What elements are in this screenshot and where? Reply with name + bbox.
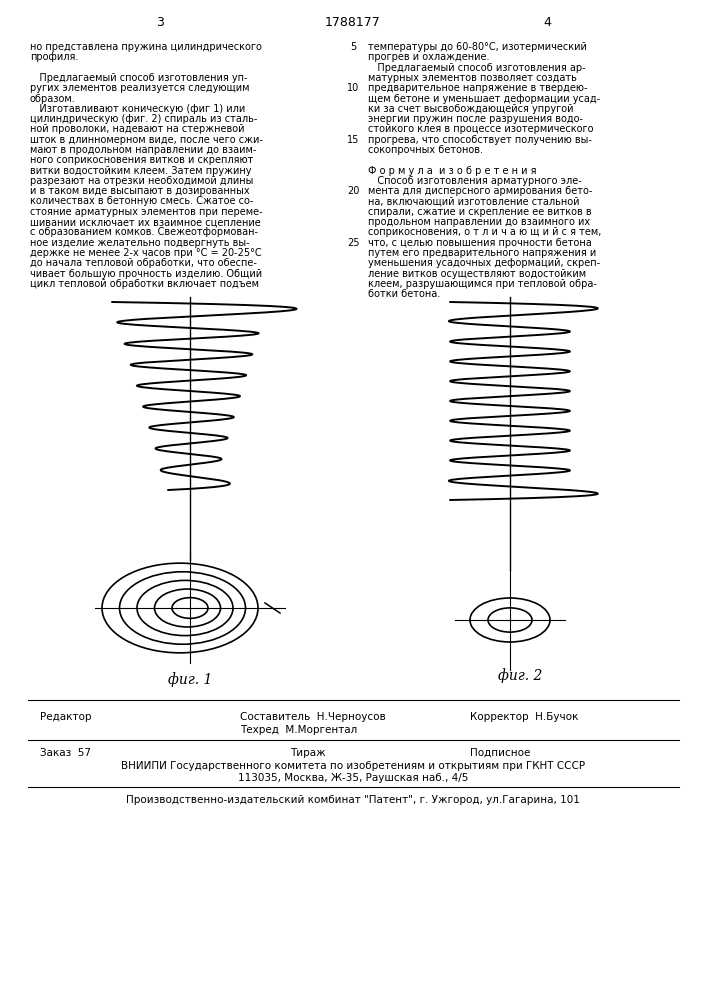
Text: 4: 4	[543, 15, 551, 28]
Text: шивании исключает их взаимное сцепление: шивании исключает их взаимное сцепление	[30, 217, 261, 227]
Text: ботки бетона.: ботки бетона.	[368, 289, 440, 299]
Text: на, включающий изготовление стальной: на, включающий изготовление стальной	[368, 196, 580, 207]
Text: температуры до 60-80°С, изотермический: температуры до 60-80°С, изотермический	[368, 42, 587, 52]
Text: щем бетоне и уменьшает деформации усад-: щем бетоне и уменьшает деформации усад-	[368, 94, 600, 104]
Text: ругих элементов реализуется следующим: ругих элементов реализуется следующим	[30, 83, 250, 93]
Text: 20: 20	[347, 186, 359, 196]
Text: Техред  М.Моргентал: Техред М.Моргентал	[240, 725, 357, 735]
Text: 113035, Москва, Ж-35, Раушская наб., 4/5: 113035, Москва, Ж-35, Раушская наб., 4/5	[238, 773, 468, 783]
Text: Составитель  Н.Черноусов: Составитель Н.Черноусов	[240, 712, 386, 722]
Text: Предлагаемый способ изготовления уп-: Предлагаемый способ изготовления уп-	[30, 73, 247, 83]
Text: фиг. 1: фиг. 1	[168, 672, 212, 687]
Text: ление витков осуществляют водостойким: ление витков осуществляют водостойким	[368, 269, 586, 279]
Text: спирали, сжатие и скрепление ее витков в: спирали, сжатие и скрепление ее витков в	[368, 207, 592, 217]
Text: стояние арматурных элементов при переме-: стояние арматурных элементов при переме-	[30, 207, 262, 217]
Text: профиля.: профиля.	[30, 52, 78, 62]
Text: путем его предварительного напряжения и: путем его предварительного напряжения и	[368, 248, 596, 258]
Text: Предлагаемый способ изготовления ар-: Предлагаемый способ изготовления ар-	[368, 63, 585, 73]
Text: стойкого клея в процессе изотермического: стойкого клея в процессе изотермического	[368, 124, 593, 134]
Text: энергии пружин после разрушения водо-: энергии пружин после разрушения водо-	[368, 114, 583, 124]
Text: но представлена пружина цилиндрического: но представлена пружина цилиндрического	[30, 42, 262, 52]
Text: Способ изготовления арматурного эле-: Способ изготовления арматурного эле-	[368, 176, 582, 186]
Text: Тираж: Тираж	[290, 748, 326, 758]
Text: матурных элементов позволяет создать: матурных элементов позволяет создать	[368, 73, 577, 83]
Text: соприкосновения, о т л и ч а ю щ и й с я тем,: соприкосновения, о т л и ч а ю щ и й с я…	[368, 227, 602, 237]
Text: сокопрочных бетонов.: сокопрочных бетонов.	[368, 145, 483, 155]
Text: продольном направлении до взаимного их: продольном направлении до взаимного их	[368, 217, 590, 227]
Text: Корректор  Н.Бучок: Корректор Н.Бучок	[470, 712, 578, 722]
Text: клеем, разрушающимся при тепловой обра-: клеем, разрушающимся при тепловой обра-	[368, 279, 597, 289]
Text: ки за счет высвобождающейся упругой: ки за счет высвобождающейся упругой	[368, 104, 573, 114]
Text: 25: 25	[346, 238, 359, 248]
Text: количествах в бетонную смесь. Сжатое со-: количествах в бетонную смесь. Сжатое со-	[30, 196, 253, 207]
Text: ВНИИПИ Государственного комитета по изобретениям и открытиям при ГКНТ СССР: ВНИИПИ Государственного комитета по изоб…	[121, 761, 585, 771]
Text: и в таком виде высыпают в дозированных: и в таком виде высыпают в дозированных	[30, 186, 250, 196]
Text: 10: 10	[347, 83, 359, 93]
Text: 1788177: 1788177	[325, 15, 381, 28]
Text: 15: 15	[347, 135, 359, 145]
Text: витки водостойким клеем. Затем пружину: витки водостойким клеем. Затем пружину	[30, 166, 252, 176]
Text: что, с целью повышения прочности бетона: что, с целью повышения прочности бетона	[368, 238, 592, 248]
Text: ное изделие желательно подвергнуть вы-: ное изделие желательно подвергнуть вы-	[30, 238, 250, 248]
Text: образом.: образом.	[30, 94, 76, 104]
Text: Изготавливают коническую (фиг 1) или: Изготавливают коническую (фиг 1) или	[30, 104, 245, 114]
Text: мают в продольном направлении до взаим-: мают в продольном направлении до взаим-	[30, 145, 257, 155]
Text: Производственно-издательский комбинат "Патент", г. Ужгород, ул.Гагарина, 101: Производственно-издательский комбинат "П…	[126, 795, 580, 805]
Text: с образованием комков. Свежеотформован-: с образованием комков. Свежеотформован-	[30, 227, 258, 237]
Text: уменьшения усадочных деформаций, скреп-: уменьшения усадочных деформаций, скреп-	[368, 258, 600, 268]
Text: прогрев и охлаждение.: прогрев и охлаждение.	[368, 52, 489, 62]
Text: разрезают на отрезки необходимой длины: разрезают на отрезки необходимой длины	[30, 176, 253, 186]
Text: 5: 5	[350, 42, 356, 52]
Text: чивает большую прочность изделию. Общий: чивает большую прочность изделию. Общий	[30, 269, 262, 279]
Text: до начала тепловой обработки, что обеспе-: до начала тепловой обработки, что обеспе…	[30, 258, 257, 268]
Text: Подписное: Подписное	[470, 748, 530, 758]
Text: мента для дисперсного армирования бето-: мента для дисперсного армирования бето-	[368, 186, 592, 196]
Text: держке не менее 2-х часов при °С = 20-25°С: держке не менее 2-х часов при °С = 20-25…	[30, 248, 262, 258]
Text: Редактор: Редактор	[40, 712, 91, 722]
Text: цикл тепловой обработки включает подъем: цикл тепловой обработки включает подъем	[30, 279, 259, 289]
Text: фиг. 2: фиг. 2	[498, 668, 542, 683]
Text: прогрева, что способствует получению вы-: прогрева, что способствует получению вы-	[368, 135, 592, 145]
Text: предварительное напряжение в твердею-: предварительное напряжение в твердею-	[368, 83, 588, 93]
Text: Ф о р м у л а  и з о б р е т е н и я: Ф о р м у л а и з о б р е т е н и я	[368, 166, 537, 176]
Text: ной проволоки, надевают на стержневой: ной проволоки, надевают на стержневой	[30, 124, 245, 134]
Text: ного соприкосновения витков и скрепляют: ного соприкосновения витков и скрепляют	[30, 155, 253, 165]
Text: цилиндрическую (фиг. 2) спираль из сталь-: цилиндрическую (фиг. 2) спираль из сталь…	[30, 114, 257, 124]
Text: Заказ  57: Заказ 57	[40, 748, 91, 758]
Text: 3: 3	[156, 15, 164, 28]
Text: шток в длинномерном виде, после чего сжи-: шток в длинномерном виде, после чего сжи…	[30, 135, 263, 145]
